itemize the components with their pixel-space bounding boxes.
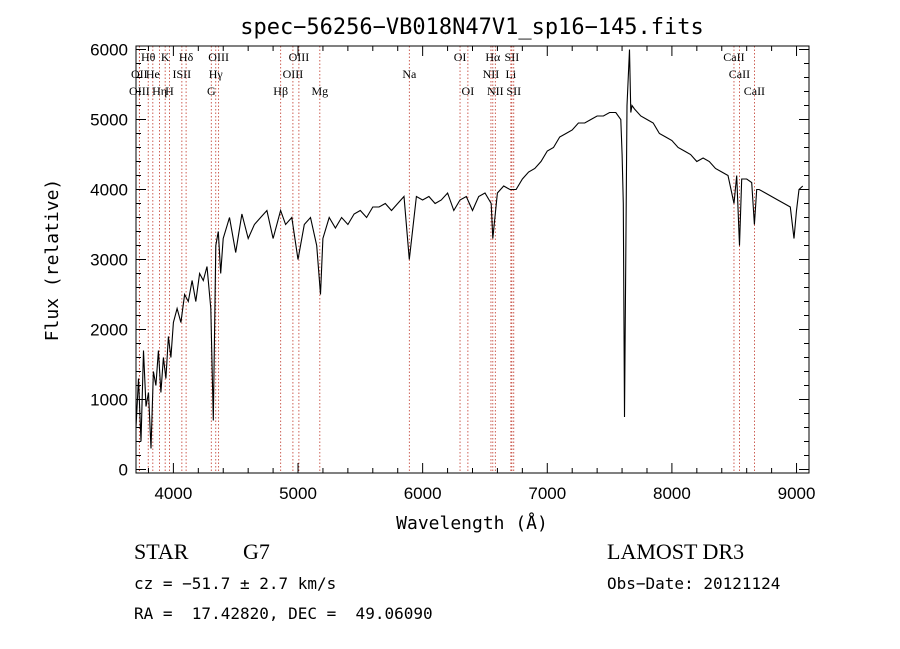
spectral-line-label: Hη — [152, 84, 167, 98]
spectral-line-label: CaII — [723, 50, 744, 64]
spectral-line-label: OIII — [208, 50, 229, 64]
y-tick-label: 5000 — [90, 111, 128, 130]
survey-name: LAMOST DR3 — [607, 539, 745, 564]
x-tick-label: 8000 — [653, 484, 691, 503]
y-tick-label: 2000 — [90, 321, 128, 340]
coordinates: RA = 17.42820, DEC = 49.06090 — [134, 604, 433, 623]
spectral-line-label: CaII — [729, 67, 750, 81]
spectral-line-label: G — [207, 84, 216, 98]
plot-frame — [135, 45, 810, 474]
spectral-line-label: ISII — [173, 67, 192, 81]
spectral-line-label: CaII — [744, 84, 765, 98]
x-axis-label: Wavelength (Å) — [396, 512, 548, 534]
spectral-line-label: H — [165, 84, 174, 98]
spectral-line-label: OIII — [283, 67, 304, 81]
x-tick-label: 5000 — [279, 484, 317, 503]
spectral-line-label: NII — [483, 67, 500, 81]
x-axis: 4000 5000 6000 7000 8000 9000 — [147, 46, 816, 503]
spectral-line-label: Hα — [485, 50, 501, 64]
spectral-line-label: SII — [506, 84, 521, 98]
x-tick-label: 6000 — [404, 484, 442, 503]
spectral-line-label: OII — [131, 67, 148, 81]
spectral-line-label: Na — [402, 67, 417, 81]
spectral-line-label: Mg — [311, 84, 328, 98]
x-tick-label: 7000 — [528, 484, 566, 503]
y-axis-label: Flux (relative) — [42, 179, 63, 342]
x-tick-label: 4000 — [154, 484, 192, 503]
spectral-line-label: NII — [487, 84, 504, 98]
y-tick-label: 6000 — [90, 41, 128, 60]
spectral-line-label: Hγ — [209, 67, 224, 81]
x-tick-label: 9000 — [778, 484, 816, 503]
object-subclass: G7 — [243, 539, 270, 564]
spectral-line-label: OI — [454, 50, 467, 64]
object-class: STAR — [134, 539, 189, 564]
spectral-line-markers — [138, 46, 755, 473]
spectral-line-label: He — [146, 67, 160, 81]
spectral-line-label: Hθ — [141, 50, 156, 64]
y-tick-label: 3000 — [90, 251, 128, 270]
spectral-line-label: Hδ — [179, 50, 194, 64]
obs-date: Obs−Date: 20121124 — [607, 574, 781, 593]
spectral-line-label: K — [161, 50, 170, 64]
spectral-line-label: Li — [506, 67, 517, 81]
spectral-line-label: Hβ — [273, 84, 288, 98]
spectral-line-label: OIII — [289, 50, 310, 64]
spectral-line-label: OI — [462, 84, 475, 98]
spectral-line-label: SII — [505, 50, 520, 64]
y-tick-label: 4000 — [90, 181, 128, 200]
redshift-readout: cz = −51.7 ± 2.7 km/s — [134, 574, 337, 593]
y-tick-label: 1000 — [90, 391, 128, 410]
chart-title: spec−56256−VB018N47V1_sp16−145.fits — [240, 15, 704, 40]
y-tick-label: 0 — [119, 461, 128, 480]
y-axis: 0 1000 2000 3000 4000 5000 6000 — [90, 41, 809, 480]
spectrum-line — [135, 49, 804, 449]
